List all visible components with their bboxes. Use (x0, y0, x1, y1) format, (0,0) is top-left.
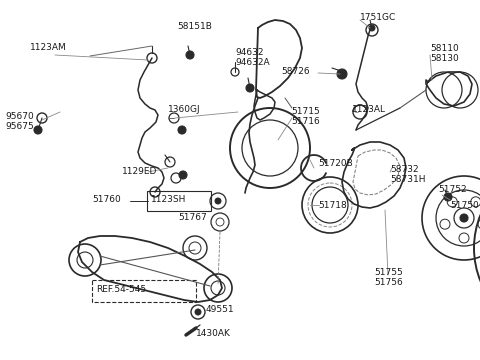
Text: 51750: 51750 (450, 202, 479, 211)
Circle shape (179, 171, 187, 179)
Text: 1123SH: 1123SH (151, 195, 186, 204)
Text: 94632
94632A: 94632 94632A (235, 48, 270, 67)
Circle shape (186, 51, 194, 59)
Text: 1430AK: 1430AK (196, 329, 231, 338)
Text: 58151B: 58151B (178, 22, 213, 31)
Text: 95670
95675: 95670 95675 (5, 112, 34, 131)
Text: 51755
51756: 51755 51756 (374, 268, 403, 287)
Circle shape (178, 126, 186, 134)
Circle shape (369, 25, 375, 31)
Circle shape (460, 214, 468, 222)
Text: 58110
58130: 58110 58130 (430, 44, 459, 63)
Circle shape (34, 126, 42, 134)
Text: 1360GJ: 1360GJ (168, 105, 201, 114)
Text: 1123AL: 1123AL (352, 105, 386, 114)
Text: 51718: 51718 (318, 201, 347, 210)
Circle shape (444, 193, 452, 201)
Text: 51752: 51752 (438, 185, 467, 194)
Text: 51767: 51767 (178, 213, 207, 222)
Text: 51760: 51760 (92, 195, 121, 204)
Circle shape (215, 198, 221, 204)
Text: 1123AM: 1123AM (30, 44, 67, 53)
Text: REF.54-545: REF.54-545 (96, 285, 146, 294)
Text: 51720B: 51720B (318, 158, 353, 167)
Circle shape (246, 84, 254, 92)
Text: 51715
51716: 51715 51716 (291, 107, 320, 126)
Text: 58732
58731H: 58732 58731H (390, 165, 425, 184)
Text: 1129ED: 1129ED (122, 167, 157, 176)
Text: 1751GC: 1751GC (360, 13, 396, 22)
Circle shape (195, 309, 201, 315)
Text: 49551: 49551 (206, 306, 235, 315)
Text: 58726: 58726 (281, 68, 310, 77)
Circle shape (337, 69, 347, 79)
